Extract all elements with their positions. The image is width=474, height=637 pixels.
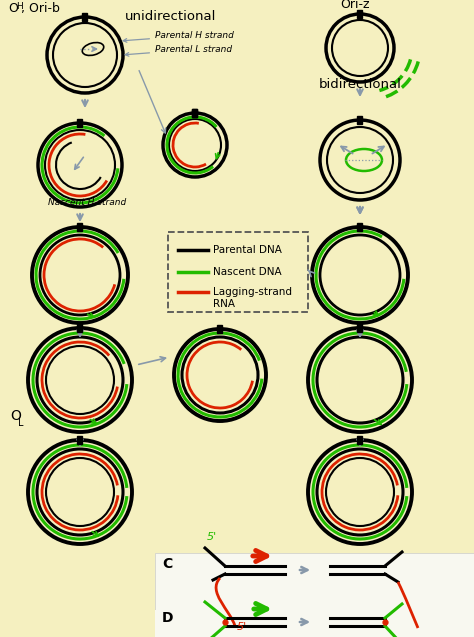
Bar bbox=[357, 10, 363, 18]
Text: O: O bbox=[10, 409, 21, 423]
Text: , Ori-b: , Ori-b bbox=[21, 2, 60, 15]
Text: Ori-z: Ori-z bbox=[340, 0, 370, 11]
Bar bbox=[82, 13, 88, 21]
Text: bidirectional: bidirectional bbox=[319, 78, 401, 91]
Text: C: C bbox=[162, 557, 172, 571]
Text: Parental H strand: Parental H strand bbox=[123, 31, 234, 42]
Text: Nascent DNA: Nascent DNA bbox=[213, 267, 282, 277]
Text: Lagging-strand
RNA: Lagging-strand RNA bbox=[213, 287, 292, 308]
Text: unidirectional: unidirectional bbox=[125, 10, 216, 23]
Text: Nascent H strand: Nascent H strand bbox=[48, 198, 126, 207]
Bar bbox=[78, 436, 82, 444]
Text: 5': 5' bbox=[207, 532, 217, 542]
Bar bbox=[218, 325, 222, 333]
Bar bbox=[168, 232, 308, 312]
Text: L: L bbox=[18, 418, 24, 428]
Text: Parental L strand: Parental L strand bbox=[125, 45, 232, 56]
Text: 5': 5' bbox=[237, 622, 247, 632]
Bar bbox=[78, 324, 82, 332]
Text: Parental DNA: Parental DNA bbox=[213, 245, 282, 255]
Text: O: O bbox=[8, 2, 18, 15]
Bar bbox=[78, 223, 82, 231]
Bar bbox=[155, 553, 474, 637]
Text: H: H bbox=[16, 2, 23, 11]
Text: D: D bbox=[162, 611, 173, 625]
Bar bbox=[357, 436, 363, 444]
Bar bbox=[357, 223, 363, 231]
Bar bbox=[357, 324, 363, 332]
Bar bbox=[155, 610, 474, 637]
Bar bbox=[192, 109, 198, 117]
Bar bbox=[357, 116, 363, 124]
Bar bbox=[192, 109, 198, 117]
Bar bbox=[78, 119, 82, 127]
